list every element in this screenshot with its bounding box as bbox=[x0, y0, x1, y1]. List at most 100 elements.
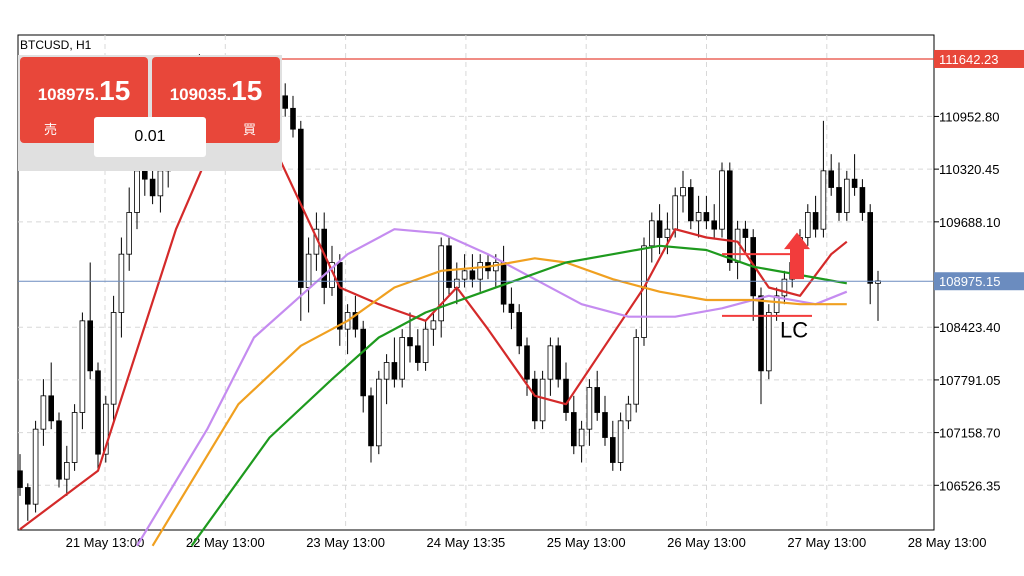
candle bbox=[828, 154, 834, 196]
y-tick-label: 109688.10 bbox=[939, 215, 1000, 230]
sell-label: 売 bbox=[44, 122, 58, 137]
sell-price: 108975.15 bbox=[20, 75, 148, 107]
candle bbox=[469, 254, 476, 288]
candle-body bbox=[711, 220, 717, 230]
candle bbox=[516, 304, 522, 355]
candle-body bbox=[664, 228, 671, 238]
candle-body bbox=[578, 428, 585, 447]
price-level-tag bbox=[934, 49, 1024, 68]
candle-body bbox=[157, 170, 164, 197]
candle-body bbox=[594, 387, 600, 413]
y-tick-label: 110320.45 bbox=[939, 162, 1000, 177]
candle bbox=[758, 287, 764, 405]
candle bbox=[727, 162, 733, 271]
candle-body bbox=[617, 420, 624, 463]
candle bbox=[95, 362, 101, 471]
candle bbox=[836, 162, 842, 221]
moving-average-line bbox=[190, 244, 847, 547]
candle-body bbox=[414, 345, 421, 363]
candle bbox=[508, 287, 515, 330]
candle-body bbox=[820, 170, 827, 230]
x-tick-label: 24 May 13:35 bbox=[427, 535, 506, 550]
y-tick-label: 108423.40 bbox=[939, 320, 1000, 335]
candle-body bbox=[781, 278, 788, 297]
candle bbox=[742, 220, 749, 255]
candle bbox=[79, 312, 86, 430]
buy-price-pips: 15 bbox=[231, 75, 263, 106]
x-tick-label: 22 May 13:00 bbox=[186, 535, 265, 550]
candle bbox=[17, 454, 23, 496]
candle bbox=[48, 362, 54, 430]
candle bbox=[438, 237, 444, 338]
candle-body bbox=[40, 395, 47, 430]
candle-body bbox=[383, 362, 390, 380]
lot-size-input[interactable]: 0.01 bbox=[94, 117, 206, 157]
candle-body bbox=[836, 187, 842, 213]
candle bbox=[352, 295, 359, 338]
x-tick-label: 23 May 13:00 bbox=[306, 535, 385, 550]
candle bbox=[383, 354, 390, 405]
candle-body bbox=[867, 212, 873, 284]
candle bbox=[867, 204, 873, 305]
up-arrow-icon bbox=[784, 232, 810, 280]
candle-body bbox=[805, 212, 811, 238]
candle-body bbox=[586, 387, 593, 430]
candle-body bbox=[571, 412, 577, 447]
candle-body bbox=[305, 253, 312, 288]
candle-body bbox=[282, 95, 288, 109]
candle-body bbox=[48, 395, 54, 422]
candle bbox=[555, 337, 561, 388]
candle-body bbox=[360, 328, 366, 397]
candle-body bbox=[508, 303, 515, 313]
candle bbox=[118, 237, 125, 338]
candle bbox=[688, 179, 694, 230]
candle-body bbox=[828, 170, 834, 188]
candle bbox=[594, 370, 600, 421]
candle bbox=[649, 212, 655, 263]
candle bbox=[851, 154, 858, 196]
candle bbox=[477, 254, 483, 292]
candle bbox=[563, 362, 569, 421]
buy-button[interactable]: 109035.15 買 bbox=[152, 57, 280, 143]
candle-body bbox=[555, 345, 561, 380]
candle bbox=[812, 195, 819, 238]
symbol-label: BTCUSD, H1 bbox=[20, 38, 92, 52]
candle bbox=[368, 387, 374, 463]
candle-body bbox=[134, 170, 140, 213]
candle bbox=[64, 445, 70, 496]
sell-price-pips: 15 bbox=[99, 75, 131, 106]
candle-body bbox=[422, 328, 429, 363]
candle bbox=[110, 295, 117, 421]
candle bbox=[56, 412, 62, 488]
candle bbox=[633, 329, 639, 413]
candle bbox=[32, 420, 39, 513]
candle bbox=[71, 404, 78, 471]
candle-body bbox=[742, 228, 749, 238]
candle-body bbox=[118, 253, 125, 313]
candle bbox=[805, 204, 811, 246]
buy-label: 買 bbox=[242, 122, 256, 137]
candle bbox=[610, 420, 616, 471]
candle-body bbox=[352, 312, 359, 330]
one-click-trade-panel: 108975.15 売 109035.15 買 0.01 bbox=[18, 55, 282, 171]
candle-body bbox=[773, 295, 780, 313]
candle-body bbox=[688, 187, 694, 222]
candle-body bbox=[766, 312, 772, 372]
candle-body bbox=[625, 403, 632, 422]
candle-body bbox=[453, 278, 460, 288]
candle-body bbox=[438, 245, 444, 322]
candle-body bbox=[602, 412, 608, 438]
candle-body bbox=[547, 345, 554, 380]
candle-body bbox=[56, 420, 62, 480]
x-tick-label: 25 May 13:00 bbox=[547, 535, 626, 550]
candle-body bbox=[610, 437, 616, 463]
candle-body bbox=[703, 212, 710, 222]
candle-body bbox=[656, 220, 663, 238]
candle bbox=[547, 337, 554, 396]
moving-average-line bbox=[151, 257, 847, 547]
candle bbox=[859, 179, 866, 221]
candle bbox=[40, 379, 47, 446]
candle-body bbox=[649, 220, 655, 247]
candle-body bbox=[110, 312, 117, 405]
